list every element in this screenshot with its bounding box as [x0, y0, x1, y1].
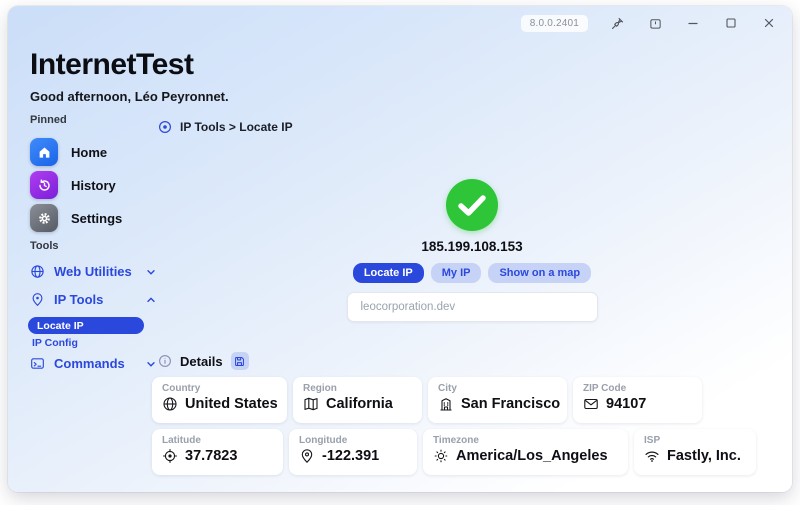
- pin-icon: [299, 448, 315, 464]
- details-row-1: Country United States Region California …: [152, 377, 702, 423]
- pinned-section-label: Pinned: [30, 114, 67, 126]
- maximize-icon[interactable]: [722, 14, 740, 32]
- card-label: Timezone: [433, 435, 479, 446]
- chevron-down-icon: [146, 267, 156, 277]
- chevron-down-icon: [146, 359, 156, 369]
- detail-card-timezone: Timezone America/Los_Angeles: [423, 429, 628, 475]
- detail-card-isp: ISP Fastly, Inc.: [634, 429, 756, 475]
- card-label: ISP: [644, 435, 661, 446]
- card-value: United States: [185, 396, 278, 412]
- detail-card-longitude: Longitude -122.391: [289, 429, 417, 475]
- locate-ip-panel: 185.199.108.153 Locate IP My IP Show on …: [152, 179, 792, 322]
- detail-card-region: Region California: [293, 377, 422, 423]
- detail-card-country: Country United States: [152, 377, 287, 423]
- breadcrumb-text: IP Tools > Locate IP: [180, 120, 293, 134]
- envelope-icon: [583, 396, 599, 412]
- card-value: San Francisco: [461, 396, 561, 412]
- sidebar-item-settings[interactable]: Settings: [30, 204, 122, 232]
- sidebar-group-ip-tools[interactable]: IP Tools: [30, 292, 156, 307]
- sidebar-item-ip-config[interactable]: IP Config: [32, 337, 78, 349]
- sun-icon: [433, 448, 449, 464]
- home-icon: [30, 138, 58, 166]
- sidebar-group-label: IP Tools: [54, 292, 104, 307]
- map-icon: [303, 396, 319, 412]
- details-title: Details: [180, 353, 223, 369]
- titlebar: 8.0.0.2401: [520, 14, 778, 32]
- locate-ip-button[interactable]: Locate IP: [352, 263, 424, 283]
- save-icon: [235, 356, 245, 366]
- card-value: -122.391: [322, 448, 380, 464]
- card-label: Longitude: [299, 435, 348, 446]
- pin-window-icon[interactable]: [608, 14, 626, 32]
- detail-card-city: City San Francisco: [428, 377, 567, 423]
- terminal-icon: [31, 358, 44, 369]
- action-buttons: Locate IP My IP Show on a map: [152, 263, 792, 283]
- card-value: 37.7823: [185, 448, 238, 464]
- sidebar-group-commands[interactable]: Commands: [30, 356, 156, 371]
- detail-card-latitude: Latitude 37.7823: [152, 429, 283, 475]
- card-label: Region: [303, 383, 337, 394]
- target-icon: [158, 120, 172, 134]
- wifi-icon: [644, 448, 660, 464]
- page-title: InternetTest: [30, 48, 194, 81]
- status-badge: [446, 179, 498, 231]
- sidebar-item-label: Locate IP: [37, 319, 84, 332]
- details-header: Details: [158, 352, 249, 370]
- tray-window-icon[interactable]: [646, 14, 664, 32]
- chevron-up-icon: [146, 295, 156, 305]
- sidebar-item-history[interactable]: History: [30, 171, 116, 199]
- sidebar-group-label: Web Utilities: [54, 264, 132, 279]
- save-details-button[interactable]: [230, 352, 249, 370]
- history-icon: [30, 171, 58, 199]
- close-icon[interactable]: [760, 14, 778, 32]
- card-value: California: [326, 396, 393, 412]
- globe-icon: [31, 265, 44, 278]
- building-icon: [438, 396, 454, 412]
- sidebar-group-web-utilities[interactable]: Web Utilities: [30, 264, 156, 279]
- check-icon: [458, 195, 486, 216]
- greeting-text: Good afternoon, Léo Peyronnet.: [30, 89, 229, 104]
- gear-icon: [30, 204, 58, 232]
- sidebar-group-label: Commands: [54, 356, 125, 371]
- location-pin-icon: [32, 293, 43, 307]
- card-value: America/Los_Angeles: [456, 448, 608, 464]
- card-label: Latitude: [162, 435, 201, 446]
- details-row-2: Latitude 37.7823 Longitude -122.391 Time…: [152, 429, 756, 475]
- card-label: ZIP Code: [583, 383, 627, 394]
- sidebar-item-home[interactable]: Home: [30, 138, 107, 166]
- sidebar-item-label: History: [71, 177, 116, 193]
- sidebar-item-label: Home: [71, 144, 108, 160]
- detail-card-zip: ZIP Code 94107: [573, 377, 702, 423]
- crosshair-icon: [162, 448, 178, 464]
- globe-icon: [162, 396, 178, 412]
- ip-address: 185.199.108.153: [421, 239, 523, 254]
- version-badge: 8.0.0.2401: [520, 14, 588, 32]
- my-ip-button[interactable]: My IP: [430, 263, 482, 283]
- card-value: 94107: [606, 396, 647, 412]
- card-label: City: [438, 383, 457, 394]
- app-window: 8.0.0.2401 InternetTest Good afternoon, …: [8, 6, 792, 492]
- sidebar-item-locate-ip[interactable]: Locate IP: [28, 317, 144, 334]
- breadcrumb: IP Tools > Locate IP: [158, 120, 293, 134]
- card-label: Country: [162, 383, 201, 394]
- minimize-icon[interactable]: [684, 14, 702, 32]
- tools-section-label: Tools: [30, 240, 59, 252]
- info-icon: [158, 354, 172, 368]
- host-input[interactable]: [346, 292, 598, 322]
- sidebar-item-label: Settings: [71, 210, 123, 226]
- show-on-map-button[interactable]: Show on a map: [488, 263, 592, 283]
- card-value: Fastly, Inc.: [667, 448, 741, 464]
